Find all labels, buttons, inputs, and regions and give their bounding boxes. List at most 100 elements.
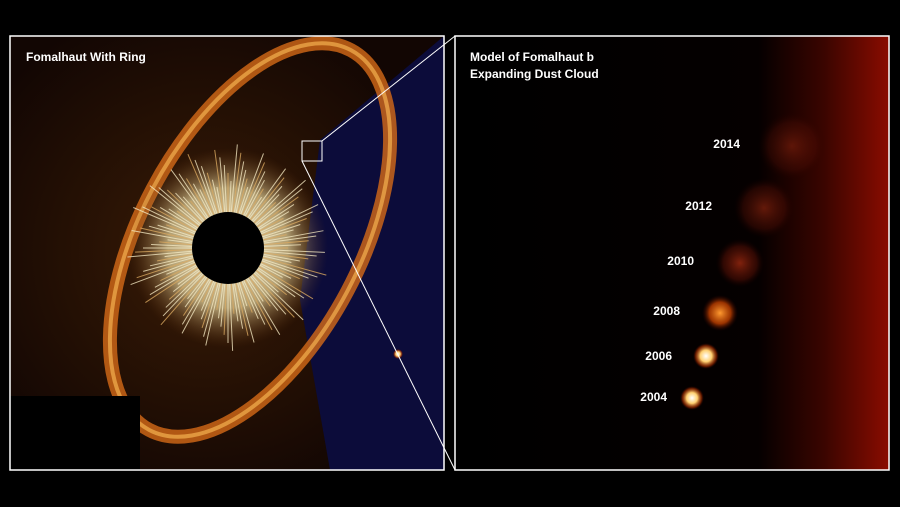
ray [261, 260, 309, 279]
ray [241, 280, 259, 320]
ray [181, 279, 212, 334]
ray [223, 165, 227, 213]
year-label: 2006 [645, 349, 672, 363]
ray [235, 169, 247, 214]
ray [162, 273, 204, 317]
ray [149, 185, 201, 226]
ray [205, 282, 221, 346]
right-title: Expanding Dust Cloud [470, 67, 599, 81]
ray [254, 271, 279, 293]
ray [252, 273, 295, 318]
dust-cloud [680, 386, 704, 410]
ray [149, 255, 194, 267]
ray [243, 171, 266, 216]
ray [194, 159, 216, 215]
ray [247, 196, 263, 219]
dust-cloud [693, 343, 719, 369]
ray [261, 218, 307, 236]
ray [232, 152, 242, 213]
ray [250, 177, 285, 221]
ray [151, 206, 197, 232]
ray [200, 280, 215, 311]
ray [200, 281, 216, 320]
ray [230, 283, 235, 314]
ray [263, 230, 324, 243]
ray [140, 227, 194, 241]
zoom-line [301, 160, 456, 471]
ray [262, 257, 327, 276]
ray [255, 270, 287, 296]
ray [260, 261, 300, 280]
ray [216, 186, 223, 213]
ray [184, 276, 208, 308]
dust-cloud [758, 112, 826, 180]
ray [232, 283, 239, 322]
ray [241, 162, 266, 216]
ray [136, 258, 194, 279]
ray [263, 244, 301, 247]
ray [253, 202, 277, 224]
ray [135, 249, 193, 253]
year-label: 2008 [653, 304, 680, 318]
ray [263, 240, 309, 246]
ray [181, 278, 210, 325]
ray [229, 181, 232, 213]
ray [142, 206, 196, 233]
ray [143, 257, 194, 272]
ray [167, 239, 193, 244]
zoom-box [301, 140, 323, 162]
ray [220, 283, 226, 327]
ray [256, 196, 299, 228]
ray [214, 149, 224, 213]
ray [160, 274, 205, 326]
ray [262, 255, 292, 263]
ray [240, 281, 253, 313]
ray [238, 282, 248, 307]
ray [246, 278, 281, 335]
ray [182, 277, 209, 316]
ray [263, 253, 300, 262]
ray [257, 204, 295, 229]
dust-cloud [702, 295, 738, 331]
ray [233, 283, 244, 329]
ray [259, 264, 283, 278]
year-label: 2004 [640, 390, 667, 404]
ray [260, 211, 313, 235]
ray [223, 283, 227, 335]
ray [217, 283, 224, 319]
ray [263, 249, 325, 253]
ray [230, 144, 238, 213]
ray [237, 282, 255, 343]
ray [131, 230, 193, 243]
ray [260, 263, 292, 279]
ray [166, 224, 195, 236]
ray [151, 244, 193, 247]
ray [133, 207, 196, 235]
ray [166, 261, 196, 275]
ray [157, 224, 194, 238]
year-label: 2010 [667, 254, 694, 268]
ray [175, 192, 204, 223]
ray [187, 275, 206, 300]
ray [149, 266, 198, 296]
ray [178, 173, 209, 219]
ray [203, 282, 219, 337]
ray [172, 270, 201, 293]
left-title: Fomalhaut With Ring [26, 50, 146, 64]
ray [250, 275, 279, 311]
ray [190, 200, 206, 221]
mask-block [10, 396, 140, 470]
coronagraph-mask [192, 212, 264, 284]
ray [145, 267, 199, 303]
starburst [127, 144, 327, 351]
ray [258, 211, 290, 230]
ray [176, 210, 200, 228]
ray [157, 253, 193, 262]
right-frame [454, 35, 890, 471]
ray [248, 168, 287, 220]
ray [199, 189, 213, 216]
left-frame [9, 35, 445, 471]
ray [243, 280, 266, 325]
